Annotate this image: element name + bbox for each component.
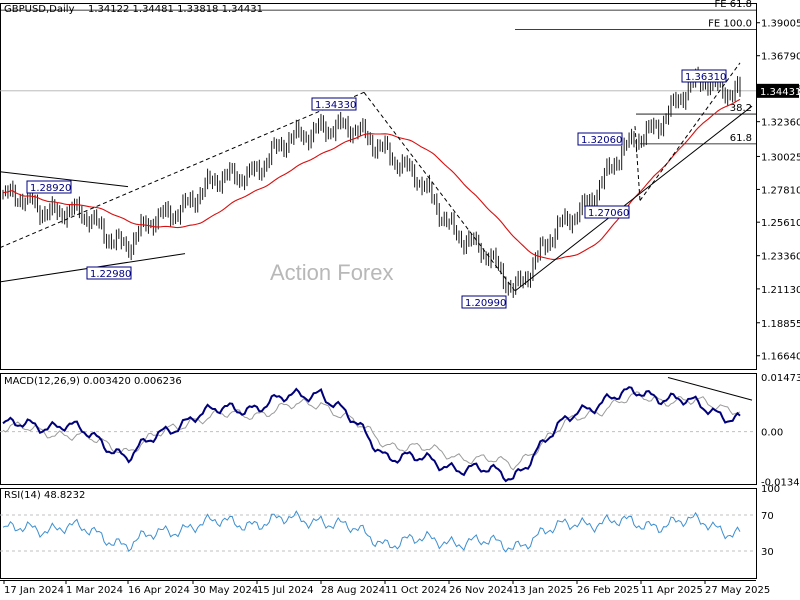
swing-label-box bbox=[681, 69, 727, 83]
macd-divergence-line bbox=[667, 376, 753, 401]
price-tick-label: 1.16640 bbox=[761, 352, 800, 363]
price-tick-label: 1.27810 bbox=[761, 185, 800, 196]
swing-label-box bbox=[577, 132, 623, 146]
chart-symbol: GBPUSD,Daily bbox=[4, 4, 75, 15]
swing-label-box bbox=[584, 205, 630, 219]
swing-label-box bbox=[311, 97, 357, 111]
rsi-tick-label: 30 bbox=[761, 547, 774, 558]
time-tick-label: 27 May 2025 bbox=[705, 585, 770, 596]
swing-label-text: 1.28920 bbox=[30, 183, 71, 194]
rsi-frame bbox=[0, 488, 757, 579]
fib-level-label: FE 100.0 bbox=[708, 19, 752, 30]
channel-dashed-line bbox=[0, 91, 365, 249]
time-tick-label: 28 Aug 2024 bbox=[321, 585, 385, 596]
macd-panel bbox=[0, 376, 756, 483]
macd-tick-label: 0.00 bbox=[761, 428, 783, 439]
fib-level-label: FE 61.8 bbox=[714, 0, 752, 10]
fib-level-label: 38.2 bbox=[730, 103, 752, 114]
price-tick-label: 1.36790 bbox=[761, 52, 800, 63]
price-tick-label: 1.32360 bbox=[761, 118, 800, 129]
rsi-title: RSI(14) 48.8232 bbox=[4, 490, 85, 501]
price-tick-label: 1.30025 bbox=[761, 152, 800, 163]
rsi-panel bbox=[0, 510, 756, 553]
swing-label-box bbox=[86, 266, 132, 280]
rising-trendline bbox=[514, 105, 753, 292]
current-price-box bbox=[757, 83, 799, 98]
swing-label-text: 1.36310 bbox=[685, 72, 726, 83]
wedge-upper-line bbox=[0, 171, 129, 188]
price-tick-label: 1.25610 bbox=[761, 218, 800, 229]
moving-average-line bbox=[2, 98, 741, 260]
swing-label-text: 1.20990 bbox=[465, 298, 506, 309]
time-tick-label: 11 Oct 2024 bbox=[385, 585, 447, 596]
time-tick-label: 17 Jan 2024 bbox=[4, 585, 64, 596]
swing-label-text: 1.27060 bbox=[588, 208, 629, 219]
time-tick-label: 26 Feb 2025 bbox=[577, 585, 639, 596]
macd-tick-label: -0.013442 bbox=[761, 478, 800, 489]
swing-label-text: 1.32060 bbox=[581, 135, 622, 146]
rsi-tick-label: 70 bbox=[761, 511, 774, 522]
rsi-line bbox=[2, 510, 741, 553]
macd-line bbox=[2, 386, 741, 483]
current-price-label: 1.34431 bbox=[760, 87, 800, 98]
price-tick-label: 1.18855 bbox=[761, 319, 800, 330]
price-frame bbox=[0, 3, 757, 370]
chart-ohlc: 1.34122 1.34481 1.33818 1.34431 bbox=[88, 4, 263, 15]
macd-title: MACD(12,26,9) 0.003420 0.006236 bbox=[4, 376, 182, 387]
time-tick-label: 1 Mar 2024 bbox=[66, 585, 123, 596]
time-tick-label: 16 Apr 2024 bbox=[128, 585, 190, 596]
swing-label-box bbox=[461, 295, 507, 309]
swing-label-box bbox=[26, 180, 72, 194]
time-tick-label: 11 Apr 2025 bbox=[641, 585, 703, 596]
price-tick-label: 1.21130 bbox=[761, 285, 800, 296]
rsi-tick-label: 100 bbox=[761, 484, 780, 495]
price-tick-label: 1.39005 bbox=[761, 19, 800, 30]
watermark: Action Forex bbox=[270, 260, 394, 285]
price-tick-label: 1.23360 bbox=[761, 252, 800, 263]
time-tick-label: 13 Jan 2025 bbox=[513, 585, 573, 596]
grid-layer bbox=[0, 3, 757, 581]
rally-dashed-line bbox=[639, 62, 741, 201]
time-tick-label: 15 Jul 2024 bbox=[257, 585, 314, 596]
macd-frame bbox=[0, 373, 757, 485]
time-tick-label: 26 Nov 2024 bbox=[449, 585, 513, 596]
macd-tick-label: 0.014734 bbox=[761, 373, 800, 384]
pullback-dashed-line bbox=[634, 126, 641, 201]
swing-label-text: 1.34330 bbox=[315, 100, 356, 111]
swing-label-text: 1.22980 bbox=[90, 269, 131, 280]
time-tick-label: 30 May 2024 bbox=[193, 585, 258, 596]
macd-signal-line bbox=[2, 391, 741, 471]
fib-level-label: 61.8 bbox=[730, 133, 752, 144]
axis-layer: 1.390051.367901.345751.323601.300251.278… bbox=[3, 19, 800, 596]
price-panel: FE 61.8 FE 100.0 38.2 61.8 1.28920 1.22980 1.3… bbox=[0, 0, 756, 309]
